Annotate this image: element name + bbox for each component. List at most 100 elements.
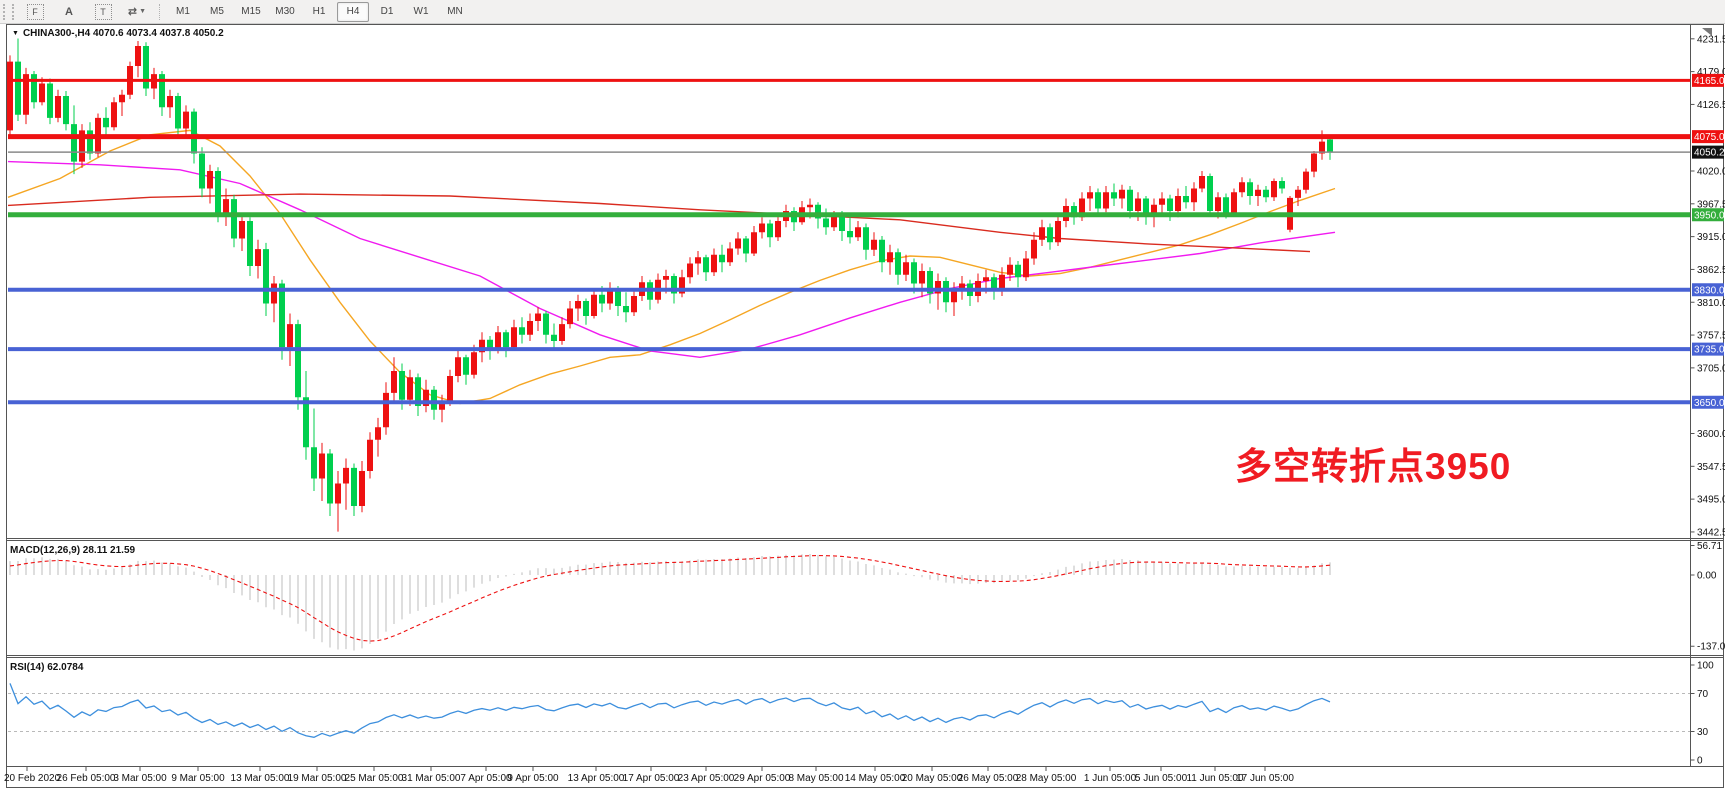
- chart-area[interactable]: 4231.5 4179.0 4126.5 4020.0 3967.5 3915.0 3862…: [0, 24, 1725, 789]
- time-tick-label: 7 Apr 05:00: [460, 773, 512, 784]
- time-tick-label: 5 Jun 05:00: [1135, 773, 1188, 784]
- price-badge-4165.0: [1692, 73, 1724, 87]
- price-tick-label: 3915.0: [1697, 232, 1725, 243]
- rsi-tick-label: 70: [1697, 689, 1709, 700]
- macd-tick-label: 56.71: [1697, 541, 1722, 552]
- timeframe-button-MN[interactable]: MN: [447, 6, 463, 17]
- rsi-tick-label: 0: [1697, 756, 1703, 767]
- price-axis[interactable]: 4231.5 4179.0 4126.5 4020.0 3967.5 3915.0 3862…: [1690, 34, 1725, 767]
- cursor-icon: A: [65, 5, 73, 18]
- time-tick-label: 19 Mar 05:00: [288, 773, 347, 784]
- time-tick-label: 31 Mar 05:00: [402, 773, 461, 784]
- time-tick-label: 17 Apr 05:00: [623, 773, 680, 784]
- timeframe-button-M30[interactable]: M30: [275, 6, 295, 17]
- timeframe-button-M5[interactable]: M5: [210, 6, 224, 17]
- text-label-icon: T: [94, 3, 112, 20]
- time-tick-label: 20 May 05:00: [902, 773, 963, 784]
- price-tick-label: 3810.0: [1697, 298, 1725, 309]
- price-badge-3735.0: [1692, 342, 1724, 356]
- price-tick-label: 4126.5: [1697, 100, 1725, 111]
- symbol-ohlc-text: CHINA300-,H4 4070.6 4073.4 4037.8 4050.2: [22, 28, 224, 39]
- macd-indicator-label: MACD(12,26,9) 28.11 21.59: [10, 545, 136, 556]
- price-tick-label: 3967.5: [1697, 199, 1725, 210]
- timeframe-button-M1[interactable]: M1: [176, 6, 190, 17]
- candles: [7, 38, 1333, 532]
- rsi-tick-label: 100: [1697, 661, 1714, 672]
- price-tick-label: 3757.5: [1697, 331, 1725, 342]
- time-tick-label: 11 Jun 05:00: [1186, 773, 1244, 784]
- chevron-down-icon: ▼: [139, 8, 147, 15]
- price-badge-4165.0-text: 4165.0: [1694, 76, 1725, 87]
- price-tick-label: 3495.0: [1697, 495, 1725, 506]
- macd-panel[interactable]: [9, 554, 1331, 651]
- price-badge-4075.0: [1692, 130, 1724, 144]
- price-badge-3735.0-text: 3735.0: [1694, 345, 1725, 356]
- time-tick-label: 26 Feb 05:00: [57, 773, 116, 784]
- time-tick-label: 9 Apr 05:00: [507, 773, 559, 784]
- macd-tick-label: 0.00: [1697, 571, 1717, 582]
- price-panel[interactable]: [7, 38, 1336, 532]
- price-tick-label: 3547.5: [1697, 462, 1725, 473]
- toolbar: F A T ⇄ ▼ M1 M5 M15 M30 H1 H4 D1 W1 MN: [0, 0, 1725, 24]
- time-tick-label: 1 Jun 05:00: [1084, 773, 1137, 784]
- rsi-line: [9, 683, 1331, 738]
- timeframe-button-W1[interactable]: W1: [413, 6, 429, 17]
- time-tick-label: 14 May 05:00: [845, 773, 906, 784]
- timeframe-button-M15[interactable]: M15: [241, 6, 261, 17]
- macd-tick-label: -137.01: [1697, 642, 1725, 653]
- time-tick-label: 20 Feb 2020: [4, 773, 61, 784]
- time-tick-label: 3 Mar 05:00: [113, 773, 167, 784]
- current-price-badge: [1692, 145, 1724, 159]
- price-tick-label: 4231.5: [1697, 34, 1725, 45]
- time-tick-label: 8 May 05:00: [788, 773, 843, 784]
- macd-signal-line: [9, 554, 1331, 642]
- chart-canvas[interactable]: 4231.5 4179.0 4126.5 4020.0 3967.5 3915.0 3862…: [0, 24, 1725, 789]
- price-tick-label: 4179.0: [1697, 67, 1725, 78]
- current-price-badge-text: 4050.2: [1694, 148, 1725, 159]
- cycle-arrows-icon: ⇄: [127, 6, 138, 18]
- price-tick-label: 3862.5: [1697, 265, 1725, 276]
- timeframe-bar: M1 M5 M15 M30 H1 H4 D1 W1 MN: [167, 1, 471, 22]
- cursor-button[interactable]: A: [53, 2, 85, 22]
- annotation-text: 多空转折点3950: [1235, 446, 1512, 487]
- timeframe-button-H1[interactable]: H1: [312, 6, 326, 17]
- time-tick-label: 29 Apr 05:00: [734, 773, 791, 784]
- chart-title: ▼ CHINA300-,H4 4070.6 4073.4 4037.8 4050.…: [12, 28, 224, 39]
- indicators-grid-button[interactable]: F: [19, 2, 51, 22]
- price-badge-3830.0-text: 3830.0: [1694, 285, 1725, 296]
- text-label-button[interactable]: T: [87, 2, 119, 22]
- price-tick-label: 3600.0: [1697, 429, 1725, 440]
- ma-slow-red: [7, 193, 1311, 253]
- time-tick-label: 9 Mar 05:00: [171, 773, 225, 784]
- time-tick-label: 23 Apr 05:00: [678, 773, 735, 784]
- toolbar-grip[interactable]: [3, 3, 14, 20]
- price-tick-label: 3442.5: [1697, 527, 1725, 538]
- rsi-panel[interactable]: [8, 683, 1691, 738]
- time-tick-label: 26 May 05:00: [958, 773, 1019, 784]
- price-badge-4075.0-text: 4075.0: [1694, 132, 1725, 143]
- time-tick-label: 13 Mar 05:00: [231, 773, 290, 784]
- price-badge-3830.0: [1692, 283, 1724, 297]
- indicators-grid-icon: F: [26, 3, 44, 20]
- cycle-arrows-button[interactable]: ⇄ ▼: [121, 2, 153, 22]
- ma-mid-magenta: [7, 160, 1336, 359]
- chevron-down-icon: ▼: [12, 30, 19, 37]
- price-tick-label: 3705.0: [1697, 363, 1725, 374]
- toolbar-separator: [159, 3, 161, 20]
- rsi-tick-label: 30: [1697, 727, 1709, 738]
- price-badge-3950.0-text: 3950.0: [1694, 210, 1725, 221]
- timeframe-button-D1[interactable]: D1: [380, 6, 394, 17]
- price-badge-3650.0-text: 3650.0: [1694, 398, 1725, 409]
- price-tick-label: 4020.0: [1697, 167, 1725, 178]
- time-tick-label: 28 May 05:00: [1016, 773, 1077, 784]
- time-tick-label: 25 Mar 05:00: [345, 773, 404, 784]
- scroll-anchor-icon[interactable]: [1702, 28, 1712, 36]
- rsi-indicator-label: RSI(14) 62.0784: [10, 662, 84, 673]
- time-tick-label: 13 Apr 05:00: [568, 773, 625, 784]
- time-tick-label: 17 Jun 05:00: [1236, 773, 1294, 784]
- timeframe-button-H4[interactable]: H4: [337, 1, 369, 22]
- price-badge-3650.0: [1692, 395, 1724, 409]
- price-badge-3950.0: [1692, 208, 1724, 222]
